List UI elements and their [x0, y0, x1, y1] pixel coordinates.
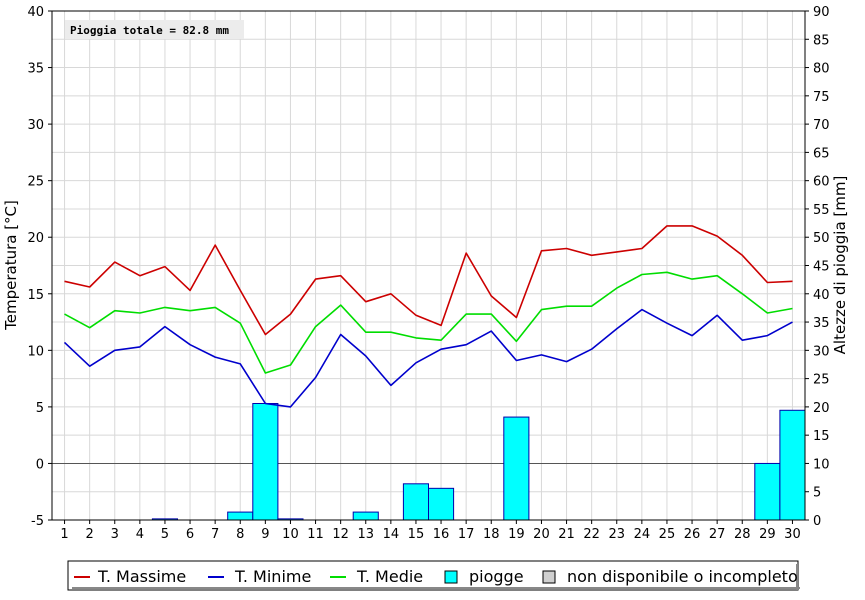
- x-tick-label: 28: [734, 527, 751, 542]
- series-line: [63, 308, 793, 408]
- axes: [48, 10, 809, 524]
- left-tick-label: 35: [27, 62, 44, 77]
- x-tick-label: 3: [111, 527, 119, 542]
- legend: T. Massime T. Minime T. Medie piogge non…: [67, 560, 800, 591]
- legend-label-avg: T. Medie: [356, 567, 423, 586]
- x-tick-label: 22: [583, 527, 600, 542]
- x-tick-label: 17: [458, 527, 475, 542]
- right-tick-label: 10: [813, 457, 830, 472]
- right-tick-label: 90: [813, 5, 830, 20]
- right-tick-label: 0: [813, 514, 821, 529]
- legend-frame: [67, 560, 799, 591]
- x-tick-label: 25: [659, 527, 676, 542]
- rain-bar: [402, 483, 429, 521]
- x-tick-label: 2: [86, 527, 94, 542]
- grid-lines: [52, 11, 805, 520]
- right-tick-label: 85: [813, 33, 830, 48]
- right-tick-label: 25: [813, 373, 830, 388]
- x-tick-label: 29: [759, 527, 776, 542]
- right-tick-label: 55: [813, 203, 830, 218]
- left-tick-label: -5: [31, 514, 44, 529]
- x-tick-label: 10: [282, 527, 299, 542]
- x-tick-label: 9: [261, 527, 269, 542]
- right-tick-label: 40: [813, 288, 830, 303]
- left-tick-label: 0: [36, 457, 44, 472]
- x-tick-label: 8: [236, 527, 244, 542]
- left-tick-label: 40: [27, 5, 44, 20]
- right-tick-label: 50: [813, 231, 830, 246]
- right-axis-label: Altezze di pioggia [mm]: [831, 176, 849, 355]
- right-tick-label: 20: [813, 401, 830, 416]
- right-tick-label: 70: [813, 118, 830, 133]
- legend-label-max: T. Massime: [97, 567, 186, 586]
- right-tick-label: 75: [813, 90, 830, 105]
- x-tick-label: 6: [186, 527, 194, 542]
- left-axis-label: Temperatura [°C]: [2, 200, 20, 331]
- temperature-lines: [63, 225, 793, 408]
- x-tick-label: 21: [558, 527, 575, 542]
- x-tick-label: 27: [709, 527, 726, 542]
- x-tick-label: 23: [608, 527, 625, 542]
- legend-label-min: T. Minime: [234, 567, 311, 586]
- left-tick-label: 25: [27, 175, 44, 190]
- right-tick-label: 30: [813, 344, 830, 359]
- x-tick-label: 20: [533, 527, 550, 542]
- x-tick-label: 19: [508, 527, 525, 542]
- x-tick-label: 24: [634, 527, 651, 542]
- left-tick-label: 10: [27, 344, 44, 359]
- left-tick-label: 15: [27, 288, 44, 303]
- legend-marker-na: [542, 570, 556, 584]
- x-tick-label: 16: [433, 527, 450, 542]
- rain-bar: [503, 416, 530, 521]
- x-tick-label: 1: [60, 527, 68, 542]
- series-line: [64, 271, 793, 374]
- legend-label-na: non disponibile o incompleto: [567, 567, 798, 586]
- x-tick-label: 14: [383, 527, 400, 542]
- rain-bar: [352, 511, 379, 521]
- legend-marker-rain: [444, 570, 458, 584]
- x-tick-label: 26: [684, 527, 701, 542]
- right-tick-label: 80: [813, 62, 830, 77]
- right-tick-label: 45: [813, 260, 830, 275]
- rain-bar: [227, 511, 254, 521]
- right-tick-label: 65: [813, 146, 830, 161]
- rain-bar: [428, 487, 455, 521]
- x-tick-label: 11: [307, 527, 324, 542]
- x-tick-label: 4: [136, 527, 144, 542]
- right-tick-label: 15: [813, 429, 830, 444]
- x-tick-label: 30: [784, 527, 801, 542]
- x-tick-label: 12: [332, 527, 349, 542]
- annotation-box: Pioggia totale = 82.8 mm: [65, 20, 244, 39]
- annotation-text: Pioggia totale = 82.8 mm: [70, 24, 229, 37]
- x-tick-label: 15: [408, 527, 425, 542]
- right-tick-label: 35: [813, 316, 830, 331]
- x-tick-label: 18: [483, 527, 500, 542]
- series-line: [64, 225, 793, 336]
- left-tick-label: 30: [27, 118, 44, 133]
- x-tick-label: 5: [161, 527, 169, 542]
- tick-labels: -505101520253035400510152025303540455055…: [27, 5, 829, 542]
- rain-bar: [779, 409, 806, 521]
- left-tick-label: 5: [36, 401, 44, 416]
- x-tick-label: 7: [211, 527, 219, 542]
- rain-bar: [754, 462, 781, 521]
- right-tick-label: 60: [813, 175, 830, 190]
- right-tick-label: 5: [813, 486, 821, 501]
- rain-bar: [252, 402, 279, 521]
- legend-label-rain: piogge: [469, 567, 524, 586]
- x-tick-label: 13: [357, 527, 374, 542]
- left-tick-label: 20: [27, 231, 44, 246]
